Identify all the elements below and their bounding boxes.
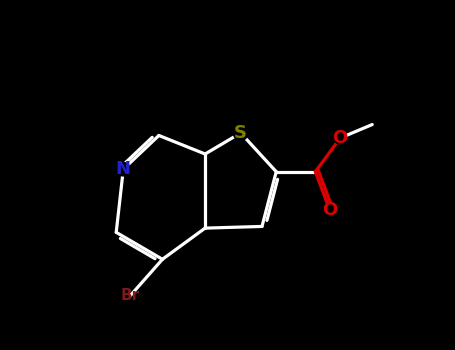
Text: S: S xyxy=(234,124,247,142)
Circle shape xyxy=(334,132,346,144)
Text: O: O xyxy=(322,201,337,219)
Circle shape xyxy=(233,126,248,140)
Text: O: O xyxy=(333,129,348,147)
Circle shape xyxy=(324,204,336,216)
Circle shape xyxy=(116,162,130,176)
Text: N: N xyxy=(116,160,131,178)
Text: Br: Br xyxy=(121,288,140,303)
